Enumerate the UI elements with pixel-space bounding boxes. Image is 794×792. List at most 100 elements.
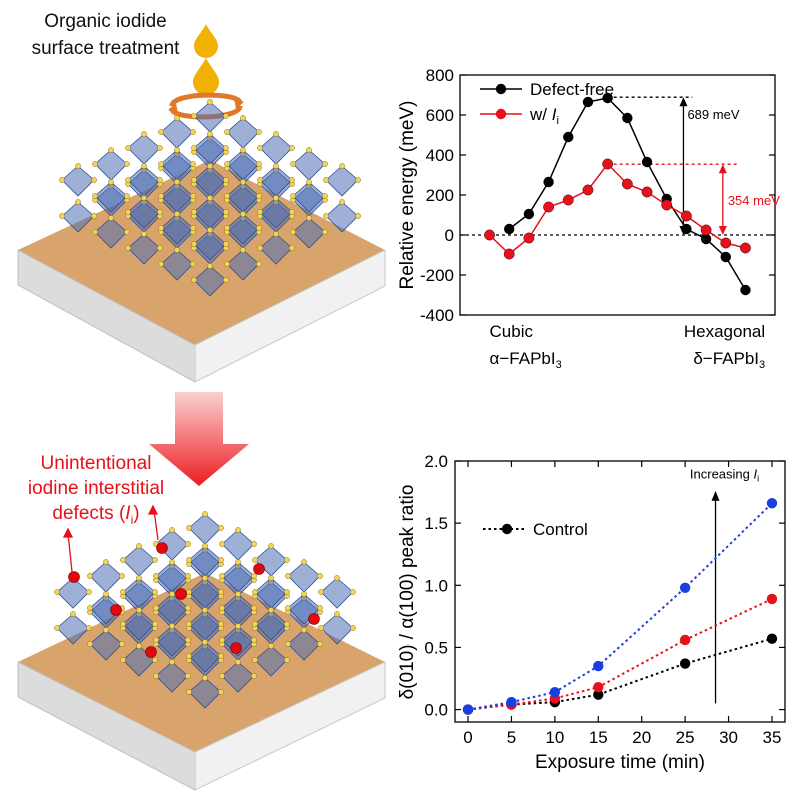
energy-y-tick-label: -200 bbox=[420, 266, 454, 285]
lattice-atom bbox=[136, 543, 142, 549]
lattice-atom bbox=[87, 573, 93, 579]
lattice-atom bbox=[317, 573, 323, 579]
defect-atom bbox=[175, 588, 187, 600]
rotation-arrowhead-icon-2 bbox=[168, 103, 178, 114]
defect-atom bbox=[145, 646, 157, 658]
ratio-point bbox=[679, 634, 691, 646]
lattice-atom bbox=[322, 193, 328, 199]
lattice-atom bbox=[108, 215, 114, 221]
energy-point bbox=[523, 208, 535, 220]
droplet-icon bbox=[193, 24, 219, 95]
octahedron bbox=[94, 217, 128, 249]
lattice-atom bbox=[240, 247, 246, 253]
ratio-x-tick-label: 20 bbox=[632, 728, 651, 747]
octahedron bbox=[89, 561, 123, 593]
lattice-atom bbox=[223, 113, 229, 119]
lattice-atom bbox=[218, 525, 224, 531]
lattice-atom bbox=[223, 145, 229, 151]
energy-point bbox=[602, 92, 613, 104]
lattice-atom bbox=[256, 193, 262, 199]
lattice-atom bbox=[257, 177, 263, 183]
lattice-atom bbox=[251, 673, 257, 679]
octahedron bbox=[127, 233, 161, 265]
octahedron bbox=[188, 677, 222, 709]
lattice-atom bbox=[235, 591, 241, 597]
lattice-atom bbox=[92, 161, 98, 167]
lattice-atom bbox=[290, 229, 296, 235]
ratio-legend-marker bbox=[501, 523, 513, 535]
lattice-atom bbox=[59, 177, 65, 183]
lattice-atom bbox=[257, 209, 263, 215]
ratio-x-tick-label: 10 bbox=[545, 728, 564, 747]
lattice-atom bbox=[273, 131, 279, 137]
lattice-atom bbox=[169, 527, 175, 533]
ratio-y-tick-label: 0.5 bbox=[424, 638, 448, 657]
octahedron bbox=[193, 133, 227, 165]
octahedron bbox=[127, 197, 161, 229]
lattice-atom bbox=[186, 525, 192, 531]
octahedron bbox=[193, 101, 227, 133]
energy-point bbox=[563, 131, 574, 143]
increasing-arrow-head bbox=[711, 490, 720, 501]
defect-atom bbox=[230, 642, 242, 654]
schematic-title-line1: Organic iodide bbox=[44, 11, 167, 32]
octahedron bbox=[94, 181, 128, 213]
lattice-atom bbox=[174, 147, 180, 153]
lattice-atom bbox=[207, 163, 213, 169]
octahedron bbox=[292, 217, 326, 249]
lattice-atom bbox=[124, 193, 130, 199]
lattice-atom bbox=[207, 227, 213, 233]
ratio-point bbox=[506, 696, 517, 708]
energy-point bbox=[700, 233, 712, 245]
octahedron bbox=[94, 149, 128, 181]
octahedron bbox=[292, 149, 326, 181]
energy-x-tick-sublabel: δ−FAPbI3 bbox=[693, 349, 765, 371]
lattice-atom bbox=[223, 277, 229, 283]
lattice-atom bbox=[103, 591, 109, 597]
octahedron bbox=[193, 229, 227, 261]
octahedron bbox=[226, 117, 260, 149]
energy-point bbox=[484, 229, 495, 241]
lattice-atom bbox=[125, 209, 131, 215]
lattice-atom bbox=[240, 211, 246, 217]
octahedron bbox=[226, 249, 260, 281]
lattice-atom bbox=[240, 115, 246, 121]
rotation-arrowhead-icon bbox=[234, 98, 244, 109]
lattice-atom bbox=[86, 589, 92, 595]
lattice-atom bbox=[339, 199, 345, 205]
lattice-atom bbox=[323, 177, 329, 183]
lattice-atom bbox=[219, 673, 225, 679]
lattice-atom bbox=[323, 213, 329, 219]
lattice-atom bbox=[251, 573, 257, 579]
lattice-atom bbox=[223, 177, 229, 183]
lattice-atom bbox=[136, 643, 142, 649]
lattice-atom bbox=[257, 245, 263, 251]
ratio-point bbox=[766, 498, 778, 509]
lattice-atom bbox=[290, 193, 296, 199]
lattice-atom bbox=[350, 625, 356, 631]
lattice-atom bbox=[285, 573, 291, 579]
lattice-atom bbox=[235, 527, 241, 533]
lattice-atom bbox=[125, 245, 131, 251]
lattice-atom bbox=[157, 145, 163, 151]
lattice-atom bbox=[219, 541, 225, 547]
octahedron bbox=[221, 661, 255, 693]
ratio-point bbox=[462, 704, 474, 715]
lattice-atom bbox=[152, 557, 158, 563]
lattice-atom bbox=[219, 573, 225, 579]
lattice-atom bbox=[240, 179, 246, 185]
lattice-atom bbox=[339, 163, 345, 169]
lattice-atom bbox=[186, 557, 192, 563]
octahedron bbox=[221, 529, 255, 561]
lattice-atom bbox=[169, 559, 175, 565]
lattice-atom bbox=[108, 147, 114, 153]
lattice-atom bbox=[290, 161, 296, 167]
lattice-atom bbox=[120, 621, 126, 627]
energy-point bbox=[720, 237, 732, 249]
lattice-atom bbox=[141, 163, 147, 169]
octahedron bbox=[320, 577, 354, 609]
lattice-atom bbox=[289, 145, 295, 151]
ratio-x-tick-label: 25 bbox=[676, 728, 695, 747]
lattice-atom bbox=[190, 225, 196, 231]
lattice-atom bbox=[284, 657, 290, 663]
